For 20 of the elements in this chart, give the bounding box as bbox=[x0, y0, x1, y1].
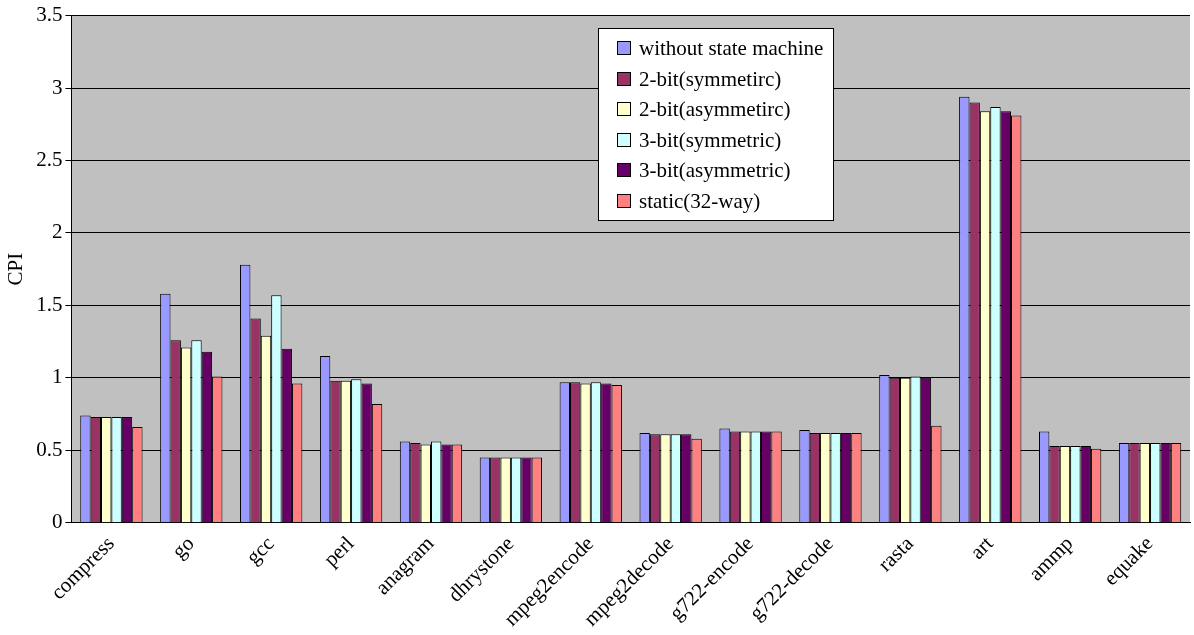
legend-label: 2-bit(symmetirc) bbox=[639, 65, 782, 93]
x-tick-label: art bbox=[965, 530, 998, 564]
x-tick-label: rasta bbox=[872, 530, 919, 577]
y-tick-label: 1.5 bbox=[36, 291, 63, 316]
x-tick-label: gcc bbox=[241, 531, 279, 569]
x-tick-label: go bbox=[166, 531, 199, 563]
y-tick-label: 2 bbox=[51, 219, 63, 244]
y-tick-label: 3.5 bbox=[36, 2, 63, 27]
y-tick-label: 0 bbox=[51, 509, 63, 534]
x-tick-label: perl bbox=[318, 530, 359, 572]
y-tick-label: 0.5 bbox=[36, 436, 63, 461]
legend-label: 3-bit(symmetric) bbox=[639, 126, 782, 154]
legend-label: 2-bit(asymmetirc) bbox=[639, 96, 791, 123]
y-axis-title: CPI bbox=[3, 252, 28, 286]
y-tick-label: 2.5 bbox=[36, 147, 63, 172]
legend-label: without state machine bbox=[639, 35, 824, 62]
y-tick-label: 1 bbox=[51, 364, 63, 389]
legend-label: 3-bit(asymmetric) bbox=[639, 157, 791, 184]
legend-label: static(32-way) bbox=[639, 187, 761, 215]
y-tick-label: 3 bbox=[51, 74, 63, 99]
